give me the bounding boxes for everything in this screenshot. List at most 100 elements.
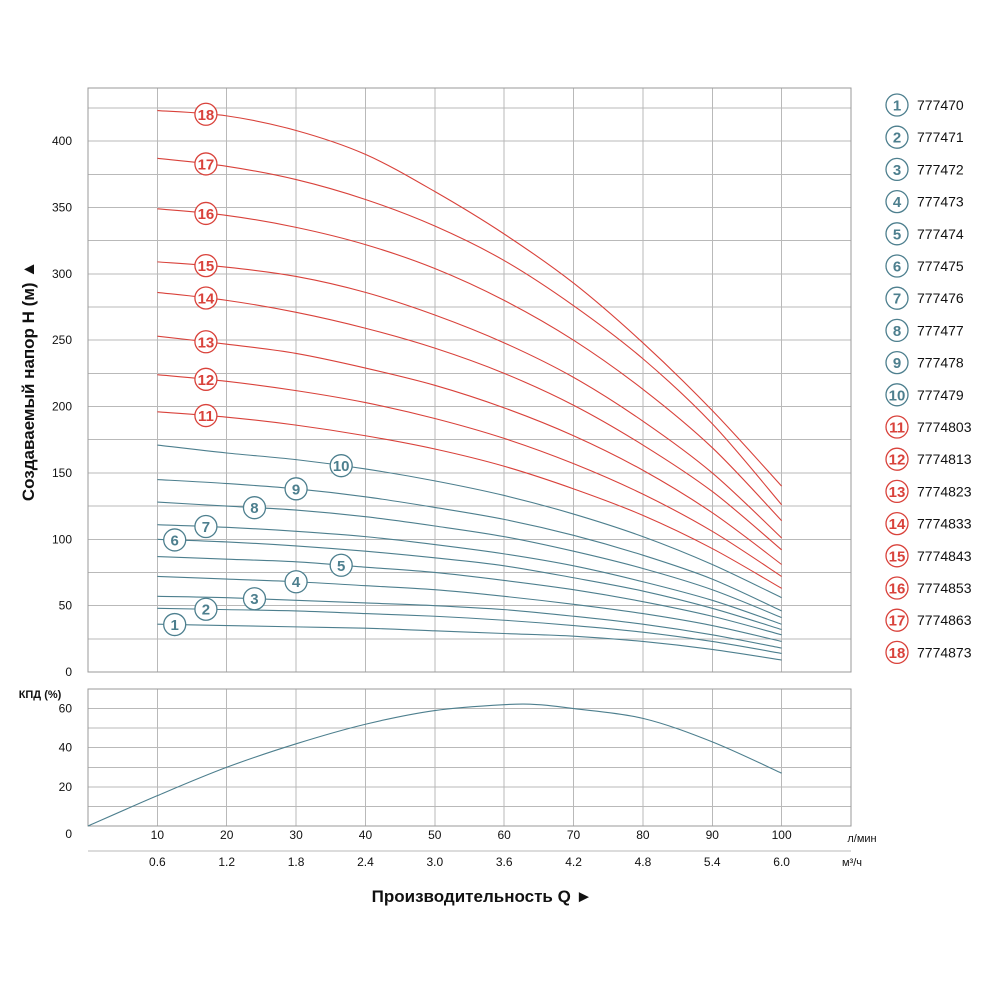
legend-marker-17 (885, 608, 909, 632)
x-axis-title: Производительность Q ► (372, 887, 593, 906)
legend-number-10: 10 (889, 387, 906, 404)
head-plot-frame (87, 87, 852, 673)
curve-label-10: 10 (329, 454, 353, 478)
curve-label-18: 18 (194, 102, 218, 126)
legend-item-18: 18 7774873 (885, 640, 972, 665)
legend-label-3: 777472 (917, 161, 964, 177)
curve-label-8: 8 (242, 496, 267, 520)
x-tick-lpm-60: 60 (498, 828, 512, 842)
legend-item-14: 14 7774833 (885, 511, 972, 536)
x-tick-lpm-90: 90 (706, 828, 720, 842)
head-curve-5 (157, 555, 782, 636)
x-tick-lpm-10: 10 (151, 828, 165, 842)
curve-label-number-1: 1 (171, 617, 179, 634)
x-tick-lpm-50: 50 (428, 828, 442, 842)
legend-number-13: 13 (889, 484, 906, 501)
legend-item-5: 5 777474 (885, 222, 964, 246)
curve-label-number-17: 17 (198, 156, 215, 173)
legend-item-1: 1 777470 (885, 93, 964, 117)
curve-label-number-12: 12 (198, 372, 215, 389)
curve-label-2: 2 (194, 597, 218, 621)
curve-label-circle-17 (194, 152, 218, 176)
curve-label-number-2: 2 (202, 602, 210, 619)
legend-item-2: 2 777471 (885, 125, 964, 149)
curve-label-number-13: 13 (198, 334, 215, 351)
curve-label-circle-5 (329, 553, 353, 577)
curve-label-number-7: 7 (202, 519, 210, 536)
legend-marker-10 (885, 383, 909, 407)
legend-label-14: 7774833 (917, 516, 972, 532)
legend-label-18: 7774873 (917, 644, 972, 660)
legend-label-16: 7774853 (917, 580, 972, 596)
head-curve-6 (157, 538, 782, 631)
efficiency-y-tick-40: 40 (59, 741, 73, 755)
efficiency-curve (87, 703, 782, 827)
head-curve-12 (157, 374, 782, 577)
efficiency-plot-grid (87, 688, 852, 852)
curve-label-number-8: 8 (250, 500, 258, 517)
head-y-tick-300: 300 (52, 267, 72, 281)
curve-label-circle-4 (284, 570, 308, 594)
legend-number-1: 1 (893, 98, 901, 115)
curve-label-number-5: 5 (337, 558, 345, 575)
legend-label-8: 777477 (917, 322, 964, 338)
legend-marker-8 (885, 318, 909, 343)
head-y-tick-400: 400 (52, 134, 72, 148)
legend-item-16: 16 7774853 (885, 576, 972, 600)
curve-label-circle-7 (194, 514, 218, 539)
legend-marker-3 (885, 157, 909, 182)
legend: 1 777470 2 777471 3 777472 4 777473 5 777474 6 7774… (885, 93, 972, 665)
legend-label-5: 777474 (917, 226, 964, 242)
legend-marker-16 (885, 576, 909, 600)
head-y-tick-200: 200 (52, 400, 72, 414)
curve-label-circle-9 (284, 477, 308, 501)
head-curve-17 (157, 157, 783, 506)
curve-label-5: 5 (329, 553, 353, 577)
efficiency-plot-frame (87, 688, 852, 827)
head-curve-1 (157, 623, 782, 661)
legend-item-13: 13 7774823 (885, 479, 972, 504)
legend-number-6: 6 (893, 259, 901, 276)
legend-item-7: 7 777476 (885, 286, 964, 310)
head-curve-11 (157, 411, 782, 589)
x-tick-lpm-100: 100 (772, 828, 792, 842)
x-tick-lpm-70: 70 (567, 828, 581, 842)
head-curve-9 (157, 479, 782, 612)
curve-label-circle-14 (194, 286, 218, 310)
head-y-tick-100: 100 (52, 532, 72, 546)
curve-label-circle-8 (242, 496, 267, 520)
legend-label-6: 777475 (917, 258, 964, 274)
x-axis-unit-m3h: м³/ч (842, 857, 862, 869)
efficiency-axis-title: КПД (%) (19, 689, 62, 701)
curve-label-15: 15 (194, 253, 218, 278)
legend-label-2: 777471 (917, 129, 964, 145)
head-curve-15 (157, 261, 783, 539)
curve-label-1: 1 (163, 612, 187, 637)
curve-label-number-15: 15 (198, 258, 215, 275)
x-tick-m3h-1: 1.2 (218, 855, 235, 869)
legend-number-15: 15 (889, 548, 906, 565)
legend-item-17: 17 7774863 (885, 608, 972, 632)
y-axis-title: Создаваемый напор H (м) ▲ (19, 261, 38, 501)
x-tick-lpm-30: 30 (289, 828, 303, 842)
legend-item-8: 8 777477 (885, 318, 964, 343)
legend-number-4: 4 (893, 194, 902, 211)
legend-number-17: 17 (889, 613, 906, 630)
head-curve-4 (157, 575, 782, 643)
legend-marker-6 (885, 254, 909, 278)
curve-label-circle-1 (163, 612, 187, 637)
curve-label-number-16: 16 (198, 206, 215, 223)
legend-number-8: 8 (893, 323, 901, 340)
head-curve-7 (157, 524, 782, 625)
curve-label-number-3: 3 (250, 591, 258, 608)
legend-item-11: 11 7774803 (885, 415, 972, 439)
legend-label-7: 777476 (917, 290, 964, 306)
x-tick-m3h-8: 5.4 (704, 855, 721, 869)
legend-number-18: 18 (889, 645, 906, 662)
curve-label-7: 7 (194, 514, 218, 539)
curve-label-number-10: 10 (333, 458, 350, 475)
legend-number-7: 7 (893, 291, 901, 308)
